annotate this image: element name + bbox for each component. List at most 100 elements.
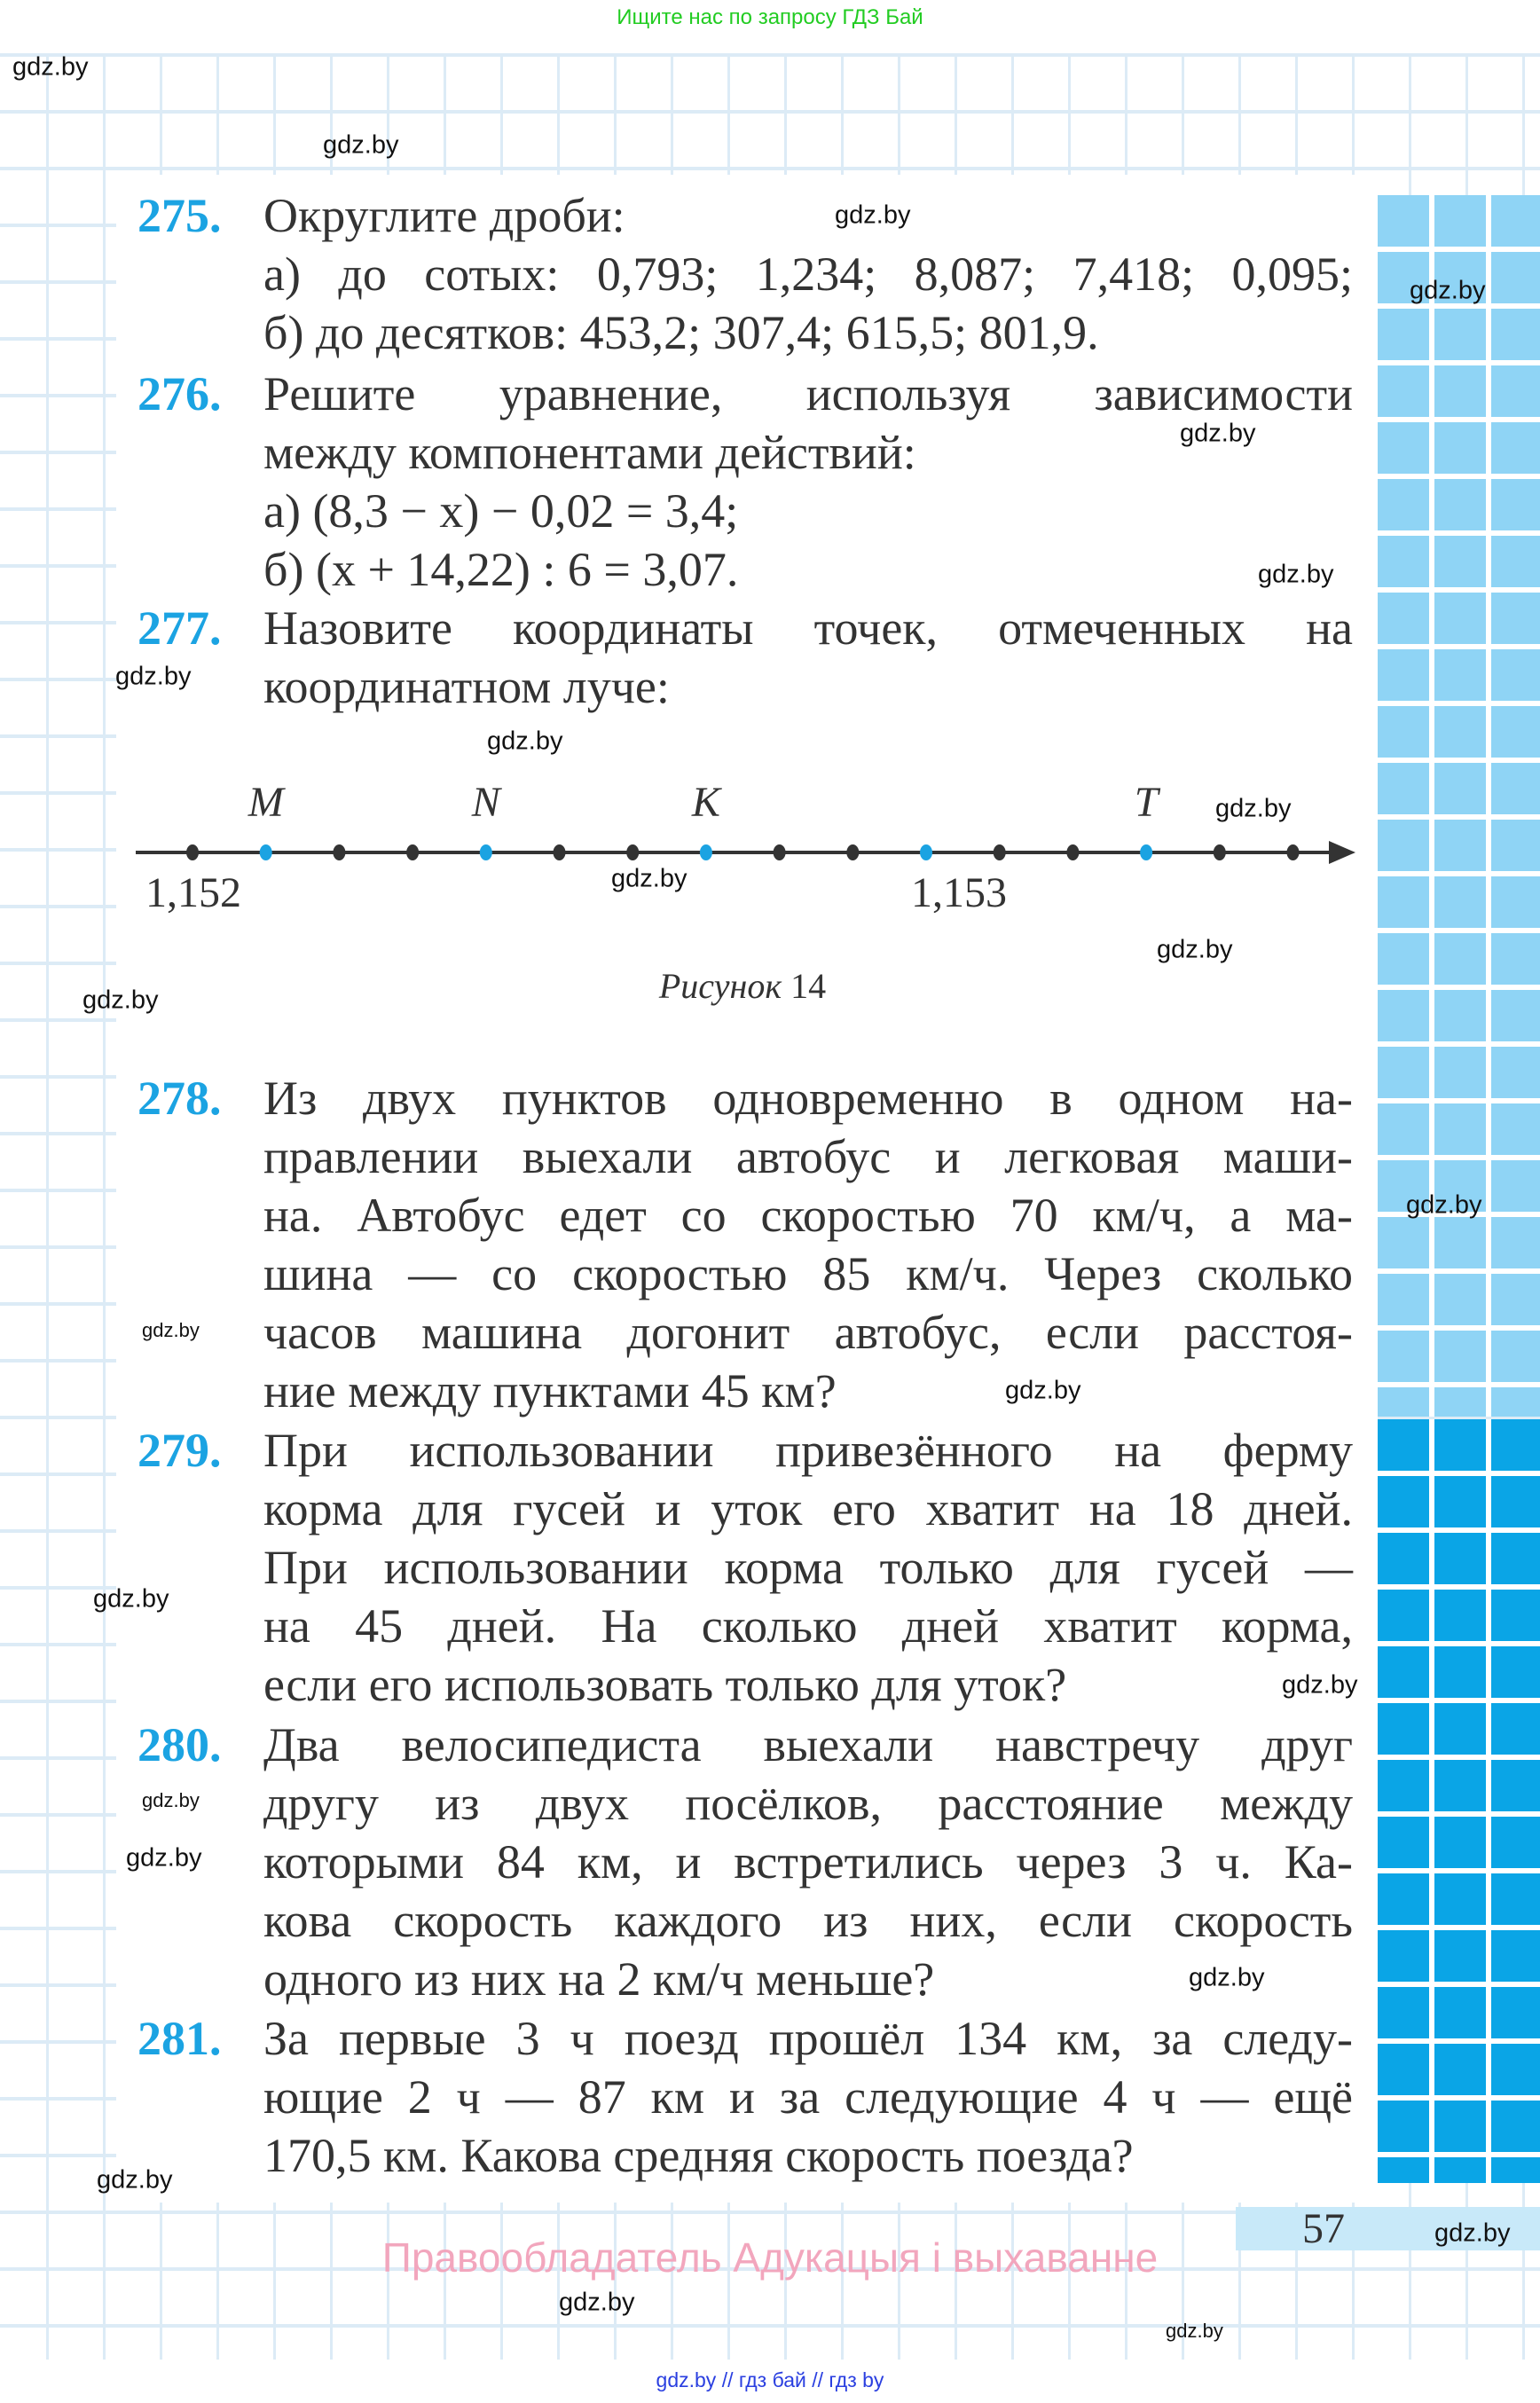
problem-number: 279. xyxy=(138,1424,222,1477)
ray-tick-point xyxy=(186,844,199,860)
point-label-N: N xyxy=(471,779,503,826)
ray-tick-point xyxy=(553,844,566,860)
problem-text-line: координатном луче: xyxy=(263,660,670,713)
problem-280: 280. Два велосипедиста выехали навстречу … xyxy=(138,1716,1353,2008)
watermark: gdz.by xyxy=(323,130,399,160)
caption-word: Рисунок xyxy=(658,966,782,1006)
problem-text-line: ющие 2 ч — 87 км и за следующие 4 ч — ещ… xyxy=(263,2070,1353,2124)
watermark: gdz.by xyxy=(611,864,688,893)
page-content xyxy=(116,175,1378,2203)
problem-279: 279. При использовании привезённого на фе… xyxy=(138,1421,1353,1714)
watermark: gdz.by xyxy=(1434,2218,1511,2248)
side-decoration-light xyxy=(1378,195,1540,1417)
page-number: 57 xyxy=(1302,2205,1345,2252)
problem-text-line: За первые 3 ч поезд прошёл 134 км, за сл… xyxy=(263,2012,1353,2065)
watermark: gdz.by xyxy=(559,2288,635,2317)
problem-text-line: б) (x + 14,22) : 6 = 3,07. xyxy=(263,543,739,596)
watermark: gdz.by xyxy=(97,2165,173,2195)
problem-text-line: на. Автобус едет со скоростью 70 км/ч, а… xyxy=(263,1189,1353,1242)
problem-text-line: на 45 дней. На сколько дней хватит корма… xyxy=(263,1599,1353,1653)
coordinate-ray-figure: M N K T 1,152 1,153 xyxy=(136,779,1355,916)
problem-number: 281. xyxy=(138,2012,222,2065)
watermark: gdz.by xyxy=(115,662,192,691)
mark-coordinate-label: 1,153 xyxy=(911,869,1007,916)
point-label-T: T xyxy=(1135,779,1161,826)
problem-278: 278. Из двух пунктов одновременно в одном… xyxy=(138,1069,1353,1420)
caption-number: 14 xyxy=(790,966,827,1006)
problem-number: 277. xyxy=(138,601,222,655)
problem-text-line: одного из них на 2 км/ч меньше? xyxy=(263,1952,935,2006)
start-coordinate-label: 1,152 xyxy=(145,869,241,916)
problem-number: 276. xyxy=(138,367,222,420)
watermark: gdz.by xyxy=(1215,794,1292,823)
problem-277: 277. Назовите координаты точек, отмеченны… xyxy=(138,599,1353,716)
problem-text-line: ние между пунктами 45 км? xyxy=(263,1364,837,1417)
problem-text-line: Из двух пунктов одновременно в одном на- xyxy=(263,1072,1353,1125)
problem-number: 275. xyxy=(138,189,222,242)
watermark: gdz.by xyxy=(82,986,159,1015)
ray-tick-point xyxy=(699,844,712,860)
page-number-box xyxy=(1236,2207,1540,2250)
watermark: gdz.by xyxy=(142,1789,200,1811)
ray-tick-point xyxy=(479,844,492,860)
watermark: gdz.by xyxy=(835,200,911,230)
ray-arrowhead xyxy=(1329,841,1355,864)
watermark: gdz.by xyxy=(1180,419,1256,448)
footer-links[interactable]: gdz.by // гдз бай // гдз by xyxy=(656,2368,884,2391)
watermark: gdz.by xyxy=(1157,935,1233,964)
problem-text-line: При использовании корма только для гусей… xyxy=(263,1541,1353,1594)
problem-text-line: правлении выехали автобус и легковая маш… xyxy=(263,1130,1353,1183)
problem-text-line: если его использовать только для уток? xyxy=(263,1658,1067,1711)
problem-text-line: другу из двух посёлков, расстояние между xyxy=(263,1777,1353,1830)
watermark: gdz.by xyxy=(1005,1376,1081,1405)
problem-text-line: шина — со скоростью 85 км/ч. Через сколь… xyxy=(263,1247,1353,1300)
side-decoration-dark xyxy=(1378,1419,1540,2183)
problem-text-line: Решите уравнение, используя зависимости xyxy=(263,367,1353,420)
watermark: gdz.by xyxy=(1258,560,1334,589)
problem-text-line: При использовании привезённого на ферму xyxy=(263,1424,1353,1477)
watermark: gdz.by xyxy=(1166,2320,1223,2342)
problem-text-line: между компонентами действий: xyxy=(263,426,916,479)
ray-tick-point xyxy=(406,844,420,860)
problem-number: 280. xyxy=(138,1718,222,1771)
figure-caption: Рисунок 14 xyxy=(0,965,1485,1007)
watermark: gdz.by xyxy=(1282,1670,1358,1700)
point-label-K: K xyxy=(691,779,723,826)
watermark: gdz.by xyxy=(12,52,89,82)
problem-text-line: часов машина догонит автобус, если расст… xyxy=(263,1306,1353,1359)
ray-tick-point xyxy=(846,844,860,860)
ray-tick-point xyxy=(259,844,272,860)
ray-tick-point xyxy=(626,844,640,860)
watermark: gdz.by xyxy=(1189,1963,1265,1992)
problem-text-line: а) (8,3 − x) − 0,02 = 3,4; xyxy=(263,484,739,538)
problem-number: 278. xyxy=(138,1072,222,1125)
problem-text-line: 170,5 км. Какова средняя скорость поезда… xyxy=(263,2129,1134,2182)
problem-text-line: которыми 84 км, и встретились через 3 ч.… xyxy=(263,1835,1353,1889)
watermark: gdz.by xyxy=(142,1319,200,1341)
ray-tick-point xyxy=(1140,844,1153,860)
ray-tick-point xyxy=(1213,844,1226,860)
ray-tick-point xyxy=(1286,844,1300,860)
point-label-M: M xyxy=(248,779,287,826)
problem-275: 275. Округлите дроби: а) до сотых: 0,793; … xyxy=(138,186,1353,362)
ray-tick-point xyxy=(1066,844,1080,860)
ray-tick-point xyxy=(993,844,1006,860)
copyright-notice: Правообладатель Адукацыя і выхаванне xyxy=(381,2234,1159,2281)
problem-text-line: а) до сотых: 0,793; 1,234; 8,087; 7,418;… xyxy=(263,247,1353,301)
watermark: gdz.by xyxy=(487,726,563,756)
ray-tick-point xyxy=(920,844,932,860)
search-note: Ищите нас по запросу ГДЗ Бай xyxy=(617,5,923,29)
problem-text-line: Назовите координаты точек, отмеченных на xyxy=(263,601,1353,655)
problem-text-line: Округлите дроби: xyxy=(263,189,625,242)
problem-text-line: кова скорость каждого из них, если скоро… xyxy=(263,1894,1353,1947)
watermark: gdz.by xyxy=(126,1843,202,1873)
problem-text-line: Два велосипедиста выехали навстречу друг xyxy=(263,1718,1353,1771)
problem-text-line: б) до десятков: 453,2; 307,4; 615,5; 801… xyxy=(263,306,1099,359)
problem-276: 276. Решите уравнение, используя зависимо… xyxy=(138,365,1353,599)
watermark: gdz.by xyxy=(93,1584,169,1614)
watermark: gdz.by xyxy=(1410,276,1486,305)
problem-text-line: корма для гусей и уток его хватит на 18 … xyxy=(263,1482,1353,1535)
problem-281: 281. За первые 3 ч поезд прошёл 134 км, з… xyxy=(138,2009,1353,2185)
watermark: gdz.by xyxy=(1406,1190,1482,1220)
ray-tick-point xyxy=(333,844,346,860)
